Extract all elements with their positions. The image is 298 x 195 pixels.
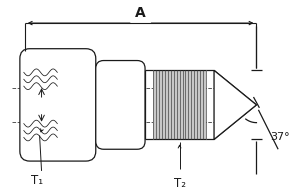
Bar xyxy=(153,70,206,139)
Text: T₁: T₁ xyxy=(31,174,43,187)
Polygon shape xyxy=(214,70,257,139)
Text: T₂: T₂ xyxy=(173,177,186,190)
Text: A: A xyxy=(135,6,146,20)
FancyBboxPatch shape xyxy=(20,49,96,161)
Text: 37°: 37° xyxy=(270,132,290,143)
FancyBboxPatch shape xyxy=(96,60,145,149)
